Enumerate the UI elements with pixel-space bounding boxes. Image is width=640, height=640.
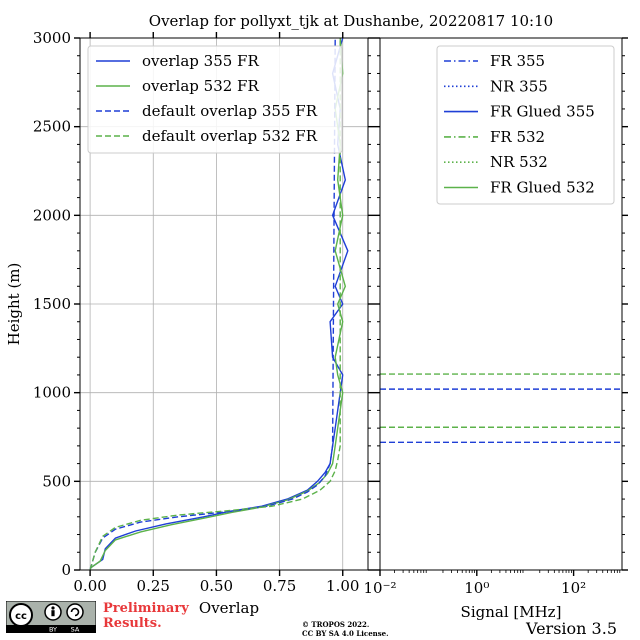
- copyright-line-2: CC BY SA 4.0 License.: [302, 629, 389, 638]
- signal-legend-label: FR Glued 355: [490, 103, 595, 121]
- height-y-tick-label: 500: [42, 472, 71, 490]
- overlap-series-line-2: overlap 532 FR: [89, 37, 347, 569]
- overlap-legend-box: [87, 45, 343, 154]
- overlap-ticks: 0.00 0.25 0.50 0.75 1.00 0 500 1000 1500 2000 2500…: [33, 29, 374, 595]
- signal-legend-label: FR 532: [490, 128, 545, 146]
- signal-x-tick-label: 10⁰: [464, 579, 489, 597]
- signal-panel: 10⁻² 10⁰ 10² Signal [MHz] FR 355 NR 355 FR G…: [363, 37, 628, 621]
- overlap-series-line-3: default overlap 355 FR: [89, 37, 336, 571]
- signal-plot-frame: [379, 37, 623, 571]
- signal-x-tick-label: 10⁻²: [363, 579, 396, 597]
- overlap-series-group: overlap 355 FR overlap 532 FR default over…: [89, 37, 349, 571]
- signal-reference-lines: [380, 373, 622, 444]
- overlap-x-tick-label: 0.25: [137, 577, 170, 595]
- overlap-panel: overlap 355 FR overlap 532 FR default over…: [5, 29, 374, 617]
- copyright-line-1: © TROPOS 2022.: [302, 620, 370, 629]
- cc-by-label: BY: [49, 626, 57, 634]
- preliminary-line-1: Preliminary: [103, 601, 189, 616]
- overlap-x-tick-label: 0.50: [200, 577, 233, 595]
- height-y-axis-label: Height (m): [5, 263, 23, 346]
- overlap-x-axis-label: Overlap: [199, 599, 259, 617]
- version-label: Version 3.5: [526, 619, 617, 638]
- cc-icon: [9, 603, 33, 627]
- signal-legend: FR 355 NR 355 FR Glued 355 FR 532 NR 532 FR G…: [436, 45, 615, 205]
- signal-x-tick-label: 10²: [561, 579, 586, 597]
- signal-legend-box: [436, 45, 615, 205]
- height-y-tick-label: 2500: [33, 118, 71, 136]
- signal-x-axis-label: Signal [MHz]: [461, 603, 562, 621]
- preliminary-results-note: Preliminary Results.: [103, 601, 203, 631]
- cc-by-sa-logo: cc BY SA: [6, 601, 96, 633]
- preliminary-line-2: Results.: [103, 616, 162, 631]
- copyright-note: © TROPOS 2022. CC BY SA 4.0 License.: [302, 620, 442, 638]
- height-y-tick-label: 1000: [33, 384, 71, 402]
- overlap-x-tick-label: 0.75: [263, 577, 296, 595]
- cc-sa-label: SA: [71, 626, 80, 634]
- overlap-legend-label: default overlap 532 FR: [142, 127, 318, 145]
- overlap-legend-label: default overlap 355 FR: [142, 102, 318, 120]
- chart-title: Overlap for pollyxt_tjk at Dushanbe, 202…: [149, 12, 553, 30]
- overlap-series-line-1: overlap 355 FR: [89, 37, 349, 569]
- overlap-legend: overlap 355 FR overlap 532 FR default over…: [87, 45, 343, 154]
- signal-legend-label: FR Glued 532: [490, 179, 595, 197]
- overlap-series-line-4: default overlap 532 FR: [89, 38, 341, 571]
- signal-legend-label: FR 355: [490, 52, 545, 70]
- overlap-legend-label: overlap 532 FR: [142, 77, 259, 95]
- signal-legend-label: NR 532: [490, 153, 548, 171]
- share-alike-icon: [66, 603, 84, 621]
- overlap-plot-frame: [79, 37, 369, 571]
- height-y-tick-label: 0: [61, 561, 71, 579]
- height-y-tick-label: 3000: [33, 29, 71, 47]
- height-y-tick-label: 1500: [33, 295, 71, 313]
- overlap-x-tick-label: 0.00: [73, 577, 106, 595]
- overlap-legend-label: overlap 355 FR: [142, 52, 259, 70]
- height-y-tick-label: 2000: [33, 206, 71, 224]
- overlap-x-tick-label: 1.00: [326, 577, 359, 595]
- svg-text:cc: cc: [15, 611, 27, 622]
- signal-legend-label: NR 355: [490, 77, 548, 95]
